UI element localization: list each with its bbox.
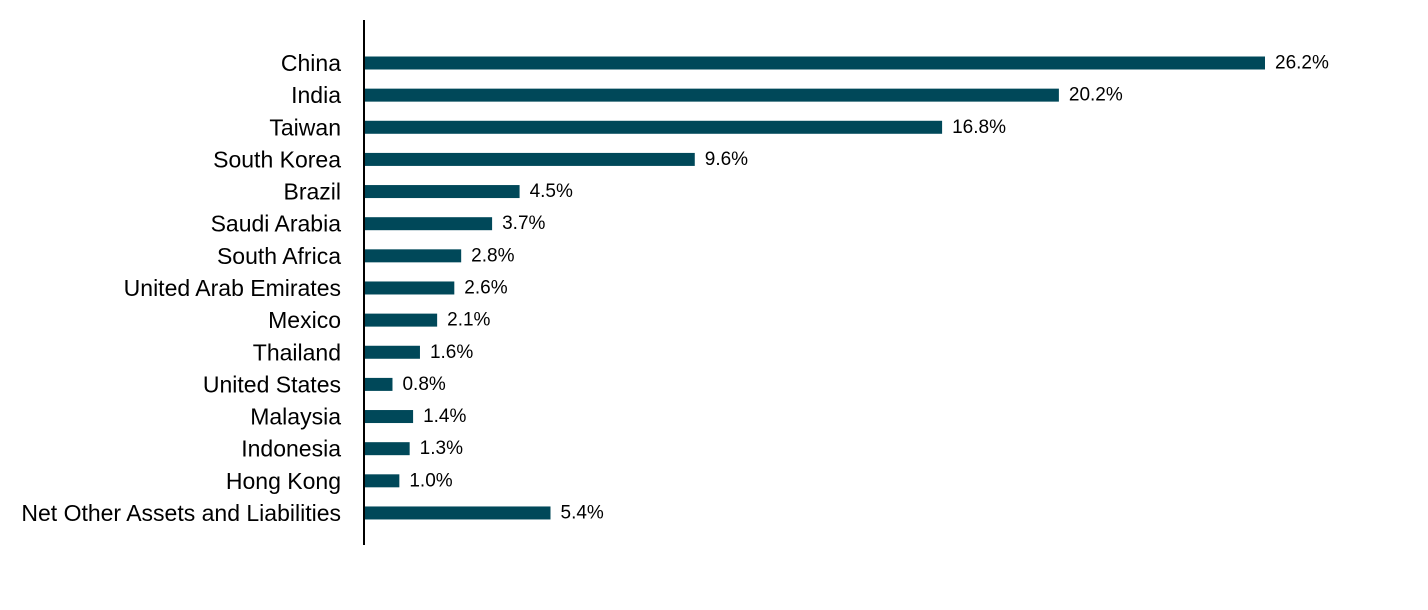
value-label-china: 26.2% [1275, 53, 1329, 74]
bar-saudi-arabia [365, 217, 493, 231]
value-label-india: 20.2% [1069, 85, 1123, 106]
value-label-mexico: 2.1% [447, 310, 490, 331]
value-label-brazil: 4.5% [530, 181, 573, 202]
bar-china [365, 56, 1265, 70]
category-label-saudi-arabia: Saudi Arabia [211, 211, 342, 237]
bar-net-other-assets-and-liabilities [365, 506, 551, 520]
bars-group [365, 56, 1265, 520]
value-label-south-korea: 9.6% [705, 149, 748, 170]
value-label-hong-kong: 1.0% [409, 470, 452, 491]
category-label-taiwan: Taiwan [269, 114, 341, 140]
bar-thailand [365, 345, 420, 359]
category-label-malaysia: Malaysia [250, 404, 341, 430]
bar-hong-kong [365, 474, 400, 488]
category-label-hong-kong: Hong Kong [226, 468, 341, 494]
category-label-mexico: Mexico [268, 307, 341, 333]
value-label-net-other-assets-and-liabilities: 5.4% [561, 502, 604, 523]
value-label-united-arab-emirates: 2.6% [464, 277, 507, 298]
value-label-malaysia: 1.4% [423, 406, 466, 427]
value-label-united-states: 0.8% [402, 374, 445, 395]
category-label-united-states: United States [203, 371, 341, 397]
bar-united-states [365, 377, 393, 391]
category-label-united-arab-emirates: United Arab Emirates [124, 275, 341, 301]
category-labels: China India Taiwan South Korea Brazil Saudi A… [21, 50, 341, 526]
category-label-south-korea: South Korea [213, 146, 341, 172]
bar-brazil [365, 185, 520, 199]
category-label-china: China [281, 50, 341, 76]
bar-mexico [365, 313, 438, 327]
value-label-indonesia: 1.3% [420, 438, 463, 459]
bar-united-arab-emirates [365, 281, 455, 295]
bar-malaysia [365, 410, 414, 424]
category-label-thailand: Thailand [253, 339, 341, 365]
value-label-south-africa: 2.8% [471, 245, 514, 266]
bar-india [365, 88, 1059, 102]
category-label-india: India [291, 82, 341, 108]
category-label-net-other-assets-and-liabilities: Net Other Assets and Liabilities [21, 500, 341, 526]
value-label-thailand: 1.6% [430, 342, 473, 363]
bar-south-africa [365, 249, 462, 263]
bar-taiwan [365, 120, 943, 134]
category-label-brazil: Brazil [283, 179, 341, 205]
category-label-south-africa: South Africa [217, 243, 341, 269]
bar-indonesia [365, 442, 410, 456]
value-label-saudi-arabia: 3.7% [502, 213, 545, 234]
category-label-indonesia: Indonesia [241, 436, 341, 462]
value-labels: 26.2% 20.2% 16.8% 9.6% 4.5% 3.7% 2.8% 2.6% 2.1% 1… [402, 53, 1328, 524]
bar-south-korea [365, 152, 695, 166]
value-label-taiwan: 16.8% [952, 117, 1006, 138]
